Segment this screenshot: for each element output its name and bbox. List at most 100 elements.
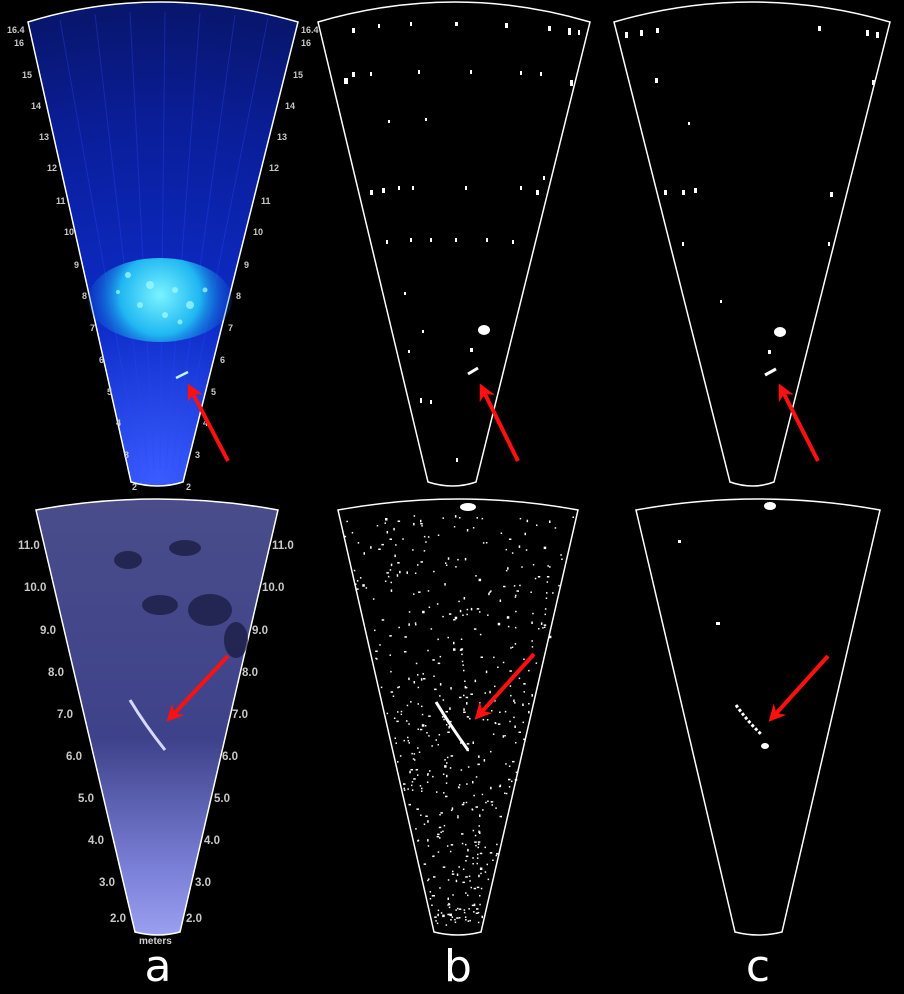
speckle-dot xyxy=(514,596,517,598)
speckle-dot xyxy=(505,792,508,795)
speckle-dot xyxy=(532,612,534,615)
speckle-dot xyxy=(440,912,443,914)
speckle-dot xyxy=(454,918,456,921)
speckle-dot xyxy=(528,669,530,672)
speckle-dot xyxy=(487,800,489,802)
speckle-dot xyxy=(442,615,444,618)
red-arrow xyxy=(187,383,230,462)
tick-label: 8.0 xyxy=(242,667,258,679)
speckle-dot xyxy=(481,915,483,919)
speckle-dot xyxy=(378,548,381,550)
speckle-dot xyxy=(427,649,429,652)
speckle-dot xyxy=(423,823,426,825)
speckle-dot xyxy=(485,670,488,674)
speckle-dot xyxy=(417,674,419,676)
panel-label-c: c xyxy=(745,941,771,992)
speckle-dot xyxy=(429,898,432,900)
speckle-dot xyxy=(454,515,457,518)
speckle-dot xyxy=(440,812,443,814)
speckle-dot xyxy=(475,844,477,847)
speckle-dot xyxy=(491,804,493,806)
speckle-dot xyxy=(464,685,467,689)
speckle-dot xyxy=(474,679,477,683)
speckle-dot xyxy=(389,654,391,656)
speckle-dot xyxy=(477,921,480,924)
speckle-dot xyxy=(466,743,470,745)
speckle-dot xyxy=(399,570,401,574)
speckle-dot xyxy=(475,912,479,914)
speckle-dot xyxy=(453,619,456,621)
speckle-dot xyxy=(413,522,415,526)
red-arrow xyxy=(474,652,536,720)
speckle-dot xyxy=(384,522,386,524)
speckle-dot xyxy=(443,718,445,721)
speckle-dot xyxy=(442,699,445,701)
speckle-dot xyxy=(449,707,451,710)
speckle-dot xyxy=(374,629,376,632)
speckle-dot xyxy=(414,572,417,574)
top-edge-blob xyxy=(460,503,476,511)
speckle-dot xyxy=(435,920,437,922)
speckle-dot xyxy=(465,855,469,858)
speckle-dot xyxy=(376,658,378,660)
panel-label-a: a xyxy=(144,941,172,992)
speckle-dot xyxy=(542,627,544,629)
speckle-dot xyxy=(439,837,441,839)
speckle-dot xyxy=(507,625,510,628)
speckle-dot xyxy=(531,640,533,642)
tick-label: 9 xyxy=(74,260,79,270)
speckle-dot xyxy=(461,833,464,835)
speckle-dot xyxy=(421,787,423,790)
speckle-dot xyxy=(436,922,439,925)
speckle-dot xyxy=(499,711,501,713)
speckle-dot xyxy=(396,574,399,577)
speckle-dot xyxy=(509,670,512,672)
speckle-dot xyxy=(399,755,402,757)
tick-label: 3 xyxy=(124,450,129,460)
speckle-dot xyxy=(390,581,392,584)
tick-label: 11.0 xyxy=(18,540,40,552)
speckle-dot xyxy=(400,713,403,716)
speckle-dot xyxy=(514,725,516,728)
tick-label: 7 xyxy=(90,323,95,333)
speckle-dot xyxy=(492,859,494,861)
speckle-dot xyxy=(500,532,503,534)
tick-label: 12 xyxy=(269,163,279,173)
speckle-dot xyxy=(407,736,409,739)
speckle-dot xyxy=(426,732,428,734)
speckle-dot xyxy=(463,802,465,804)
speckle-dot xyxy=(417,703,419,705)
speckle-dot xyxy=(463,911,466,914)
tick-label: 4.0 xyxy=(204,835,220,847)
tick-label: 8 xyxy=(82,291,87,301)
speckle-dot xyxy=(431,745,433,747)
tick-label: 10 xyxy=(253,227,263,237)
sonar-fan-a-top xyxy=(27,1,299,487)
speckle-dot xyxy=(469,919,471,922)
tick-label: 4 xyxy=(203,418,208,428)
speckle-dot xyxy=(406,720,408,722)
speckle-dot xyxy=(443,792,445,794)
speckle-dot xyxy=(448,903,451,906)
speckle-dot xyxy=(445,711,448,713)
red-arrow xyxy=(768,654,830,722)
tick-label: 9.0 xyxy=(40,625,56,637)
tick-label: 2.0 xyxy=(110,913,126,925)
speckle-dot xyxy=(421,525,423,527)
target-segment-b-bottom xyxy=(434,701,470,751)
speckle-dot xyxy=(436,835,440,838)
speckle-dot xyxy=(496,843,498,846)
speckle-dot xyxy=(432,659,435,661)
speckle-dot xyxy=(403,783,406,785)
speckle-dot xyxy=(406,704,409,707)
speckle-dot xyxy=(464,680,466,682)
tick-label: 7 xyxy=(228,323,233,333)
speckle-dot xyxy=(465,801,468,804)
panel-label-b: b xyxy=(444,941,472,992)
speckle-dot xyxy=(467,920,470,922)
speckle-dot xyxy=(458,866,460,868)
speckle-dot xyxy=(395,742,397,744)
speckle-dot xyxy=(419,785,422,787)
speckle-dot xyxy=(546,576,550,578)
